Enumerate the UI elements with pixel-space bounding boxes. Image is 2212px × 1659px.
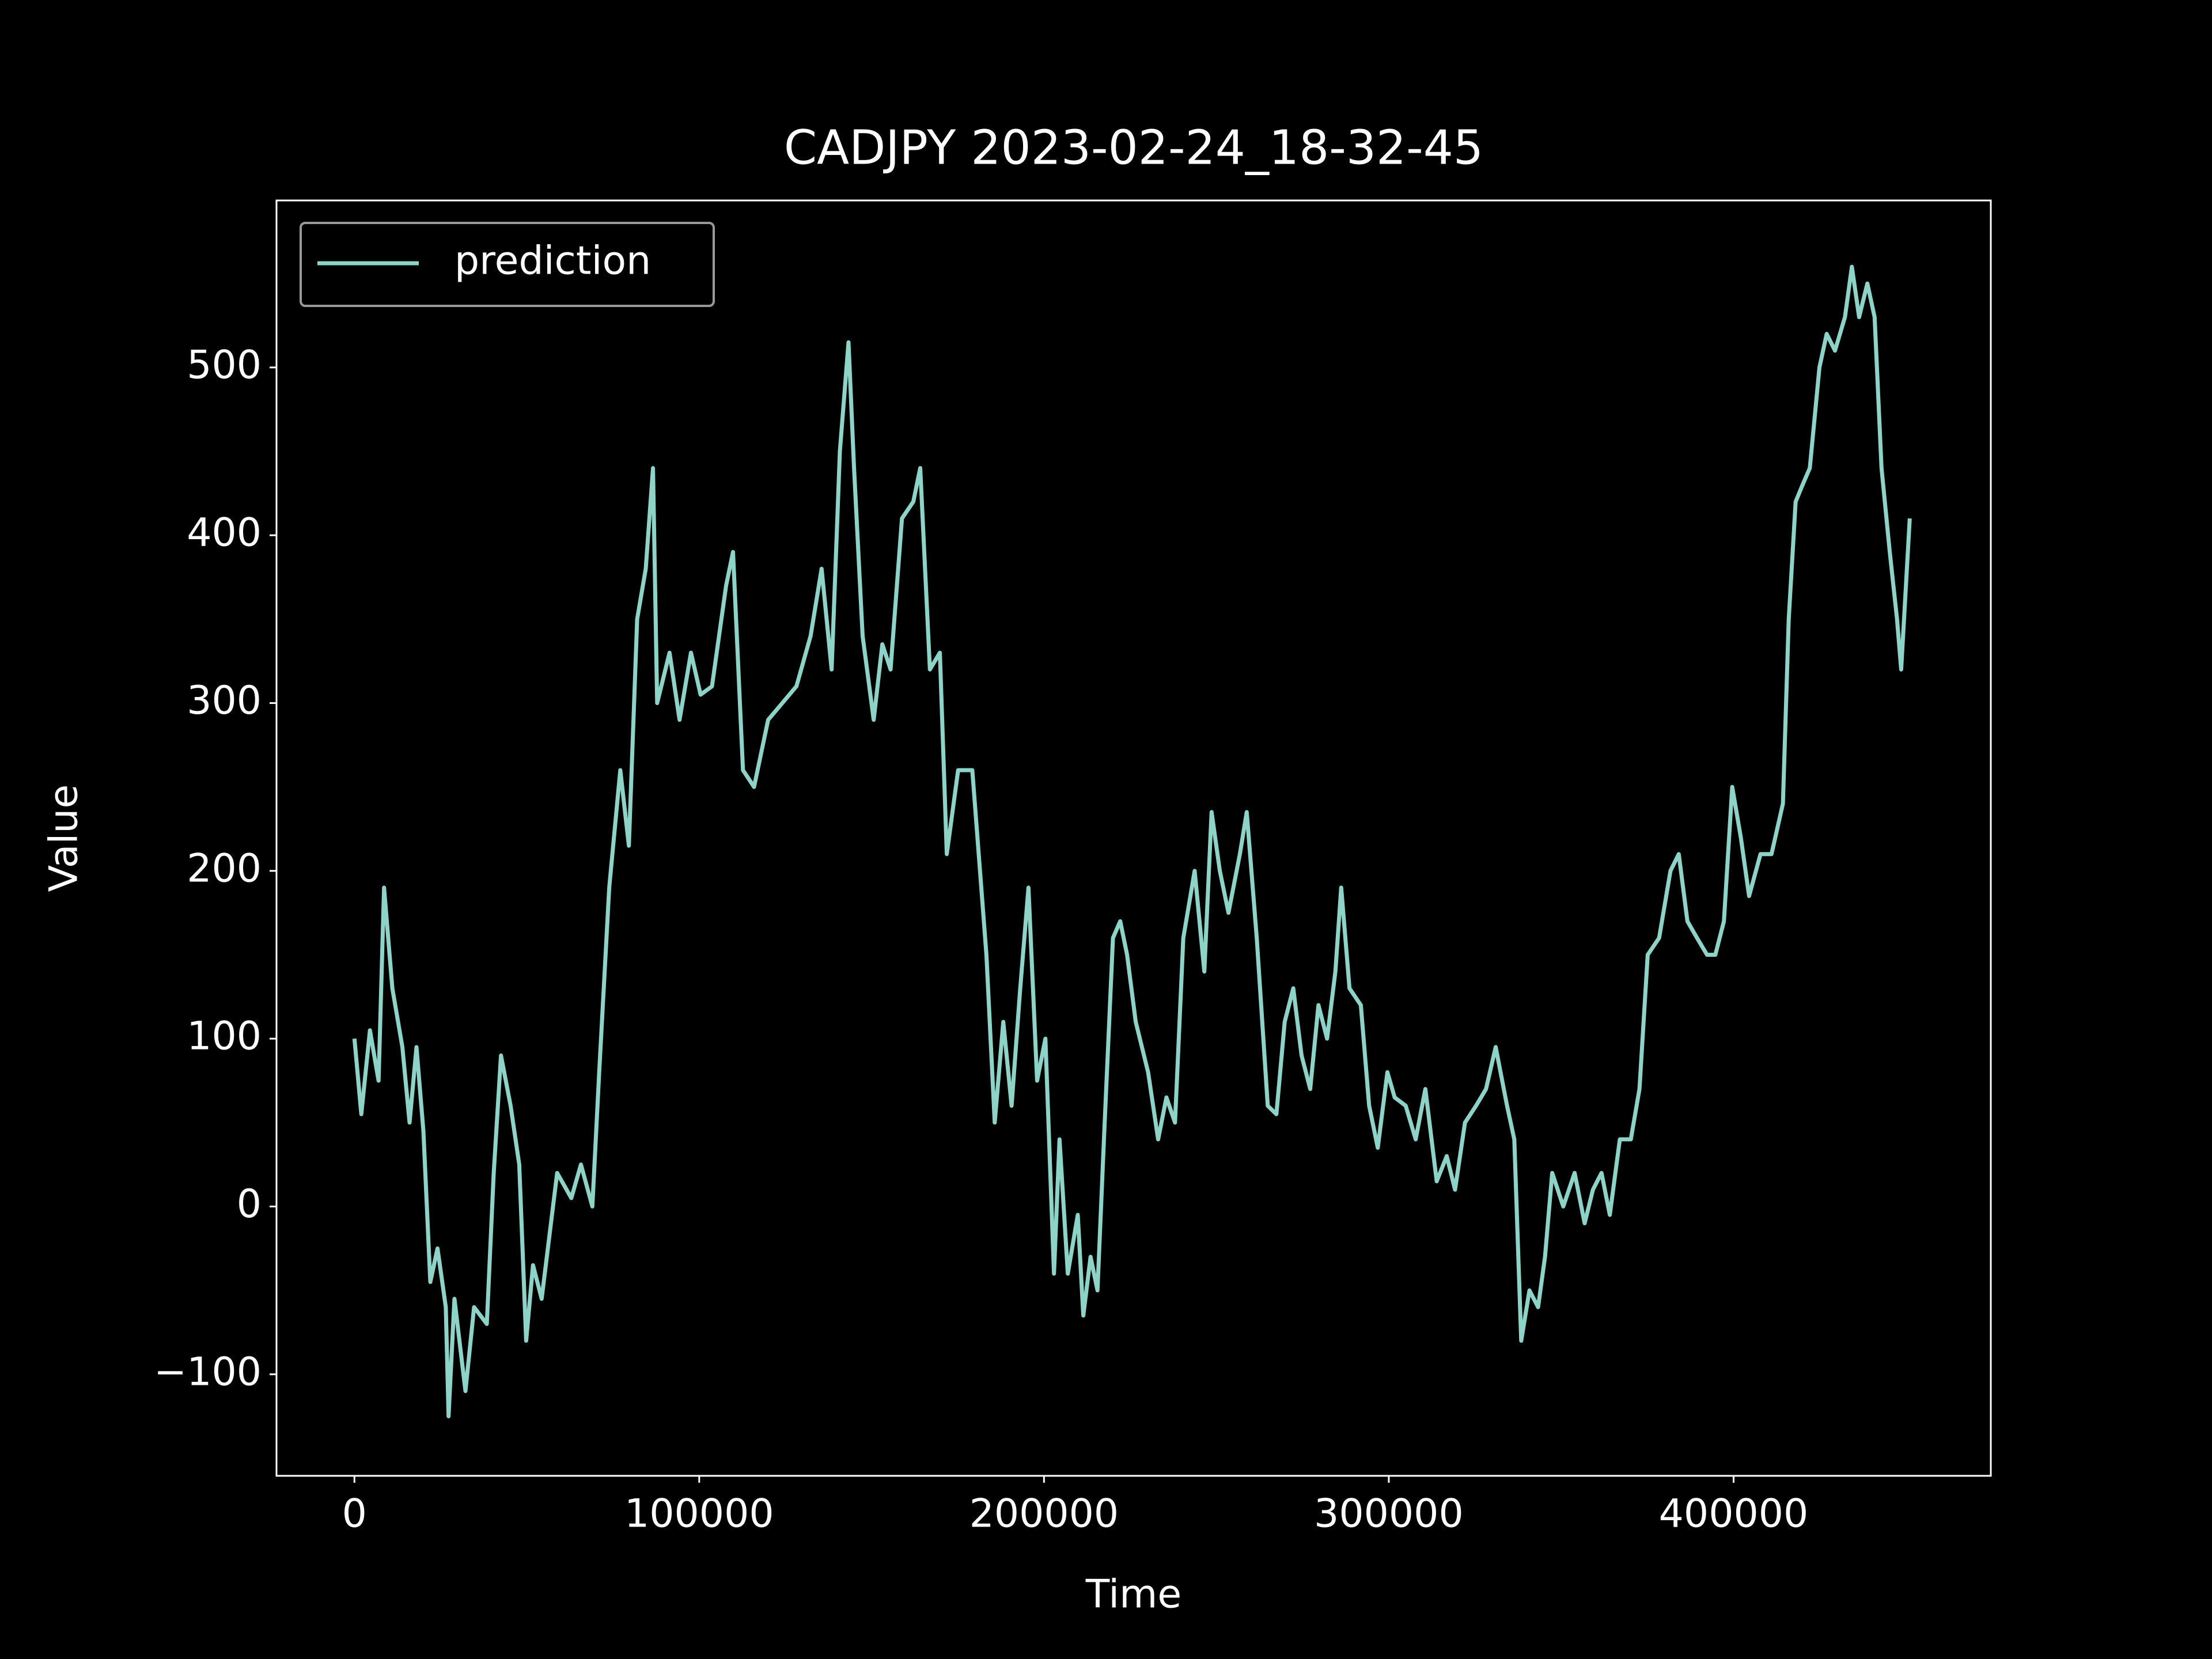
x-axis-label: Time xyxy=(1085,1572,1181,1618)
x-tick-label: 0 xyxy=(342,1491,367,1537)
x-tick-label: 100000 xyxy=(624,1491,774,1537)
x-tick-label: 200000 xyxy=(969,1491,1119,1537)
y-tick-label: 400 xyxy=(187,510,262,556)
legend-box xyxy=(300,222,715,307)
y-axis-label: Value xyxy=(41,785,87,892)
x-tick-label: 300000 xyxy=(1314,1491,1464,1537)
y-tick-label: 100 xyxy=(187,1014,262,1059)
y-tick-label: 200 xyxy=(187,846,262,891)
x-tick-label: 400000 xyxy=(1659,1491,1809,1537)
y-tick-label: 300 xyxy=(187,678,262,724)
y-tick-label: 500 xyxy=(187,342,262,388)
legend-label: prediction xyxy=(454,238,651,284)
y-tick-label: −100 xyxy=(154,1349,262,1395)
plot-frame xyxy=(275,199,1992,1477)
data-line xyxy=(352,264,1912,1419)
chart-title: CADJPY 2023-02-24_18-32-45 xyxy=(784,120,1483,175)
y-tick-label: 0 xyxy=(237,1181,262,1227)
